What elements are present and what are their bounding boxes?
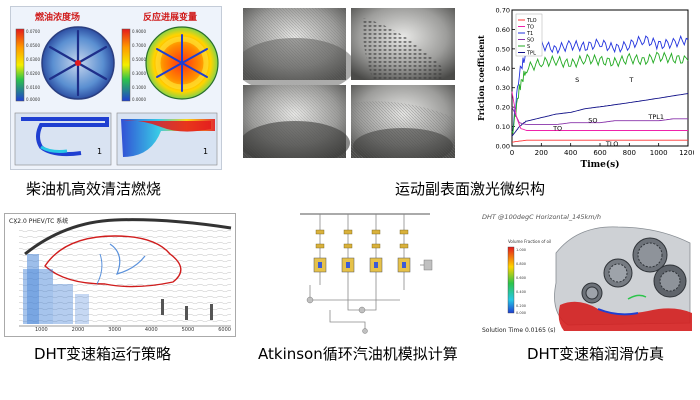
xtick: 3000 <box>108 327 122 333</box>
series-annotation: T <box>628 76 633 84</box>
y-tick-label: 0.70 <box>496 7 510 15</box>
xtick: 2000 <box>71 327 85 333</box>
x-tick-label: 200 <box>535 149 548 157</box>
y-tick-label: 0.10 <box>496 123 510 131</box>
legend-entry: TLO <box>526 18 537 24</box>
caption-dht-strategy: DHT变速箱运行策略 <box>34 345 171 363</box>
svg-text:0.0300: 0.0300 <box>26 57 40 62</box>
y-axis-label: Friction coefficient <box>476 35 486 121</box>
svg-text:0.3000: 0.3000 <box>132 71 146 76</box>
lube-panel: 1.000 0.800 0.600 0.400 0.200 0.000 DHT @100d… <box>478 213 694 338</box>
solution-time: Solution Time 0.0165 (s) <box>482 327 556 334</box>
svg-text:0.0000: 0.0000 <box>26 97 40 102</box>
x-tick-label: 0 <box>510 149 514 157</box>
operating-points <box>23 243 146 324</box>
lubrication-simulation: 1.000 0.800 0.600 0.400 0.200 0.000 <box>507 226 692 331</box>
diesel-simulation-figure: 0.0700 0.0500 0.0300 0.0200 0.0100 0.0000 0.9… <box>14 26 219 166</box>
atkinson-model-diagram <box>300 213 433 334</box>
svg-text:0.7000: 0.7000 <box>132 43 146 48</box>
x-tick-label: 800 <box>623 149 636 157</box>
xtick: 5000 <box>181 327 195 333</box>
svg-text:0.0000: 0.0000 <box>132 97 146 102</box>
colorbar-right <box>121 28 131 102</box>
lube-title: DHT @100degC Horizontal_145km/h <box>482 213 601 221</box>
legend-entry: TO <box>526 25 534 31</box>
gears <box>581 237 687 304</box>
series-line-tlo <box>511 139 688 143</box>
y-tick-label: 0.30 <box>496 84 510 92</box>
oil-fraction-legend <box>507 246 515 314</box>
xtick: 4000 <box>144 327 158 333</box>
dht-map-title: CX̠2.0 PHEV/TC 系统 <box>9 218 69 225</box>
spray-jets-left <box>48 29 108 97</box>
legend-entry: T1 <box>526 31 533 37</box>
oil-pool <box>558 301 692 331</box>
caption-dht-lube: DHT变速箱润滑仿真 <box>527 345 664 363</box>
svg-text:0.600: 0.600 <box>516 276 526 280</box>
svg-text:0.800: 0.800 <box>516 262 526 266</box>
svg-text:0.0100: 0.0100 <box>26 85 40 90</box>
series-annotation: SO <box>588 117 597 125</box>
xtick: 6000 <box>218 327 231 333</box>
svg-text:0.0500: 0.0500 <box>26 43 40 48</box>
y-tick-label: 0.40 <box>496 65 510 73</box>
svg-text:0.200: 0.200 <box>516 304 526 308</box>
inset-left <box>14 112 112 166</box>
caption-atkinson: Atkinson循环汽油机模拟计算 <box>258 345 458 363</box>
svg-text:0.5000: 0.5000 <box>132 57 146 62</box>
svg-text:0.0700: 0.0700 <box>26 29 40 34</box>
x-tick-label: 1000 <box>650 149 668 157</box>
svg-text:0.9000: 0.9000 <box>132 29 146 34</box>
spray-jets-right <box>156 34 208 92</box>
diesel-label-right: 反应进展变量 <box>143 13 198 23</box>
y-tick-label: 0.20 <box>496 104 510 112</box>
legend-entry: S <box>527 44 530 50</box>
dht-map-panel: CX̠2.0 PHEV/TC 系统 1000 2000 3000 4000 50… <box>4 213 236 337</box>
xtick: 1000 <box>35 327 48 333</box>
efficiency-contour <box>44 235 182 288</box>
legend-entry: SO <box>527 38 534 44</box>
dht-map-xticks: 1000 2000 3000 4000 5000 6000 <box>35 327 231 333</box>
diesel-panel: 0.0700 0.0500 0.0300 0.0200 0.0100 0.0000 0.9… <box>10 6 222 170</box>
series-annotation: TO <box>552 124 562 132</box>
x-axis-label: Time(s) <box>581 159 620 170</box>
x-tick-label: 600 <box>593 149 606 157</box>
caption-laser: 运动副表面激光微织构 <box>395 180 546 198</box>
y-tick-label: 0.50 <box>496 45 510 53</box>
colorbar-left <box>15 28 25 102</box>
legend-entry: TPL <box>526 51 536 57</box>
series-line-so <box>511 106 688 126</box>
legend-box <box>515 13 543 57</box>
x-tick-label: 400 <box>564 149 577 157</box>
gear-markers <box>161 299 213 320</box>
svg-text:0.0200: 0.0200 <box>26 71 40 76</box>
atkinson-panel <box>290 210 440 335</box>
cylinders <box>313 257 411 273</box>
inset-marker-left: 1 <box>97 147 103 156</box>
series-annotation: TPL1 <box>647 113 664 121</box>
svg-text:1.000: 1.000 <box>516 248 526 252</box>
diesel-label-left: 燃油浓度场 <box>35 13 81 23</box>
lube-legend-title: Volume Fraction of oil <box>508 239 552 244</box>
inset-marker-right: 1 <box>203 147 209 156</box>
dht-operating-map <box>19 218 232 327</box>
series-annotation: S <box>575 76 579 84</box>
caption-diesel: 柴油机高效清洁燃烧 <box>26 180 162 198</box>
series-line-tpl <box>511 93 689 137</box>
svg-text:0.1000: 0.1000 <box>132 85 146 90</box>
svg-text:0.400: 0.400 <box>516 290 526 294</box>
svg-text:0.000: 0.000 <box>516 311 526 315</box>
y-tick-label: 0.00 <box>496 143 510 151</box>
series-line-t <box>511 51 689 135</box>
series-line-to <box>511 91 688 131</box>
series-annotation: TLO <box>605 140 618 148</box>
laser-texture-photos <box>235 8 455 165</box>
y-tick-label: 0.60 <box>496 26 510 34</box>
laser-photo-grid <box>235 8 455 165</box>
